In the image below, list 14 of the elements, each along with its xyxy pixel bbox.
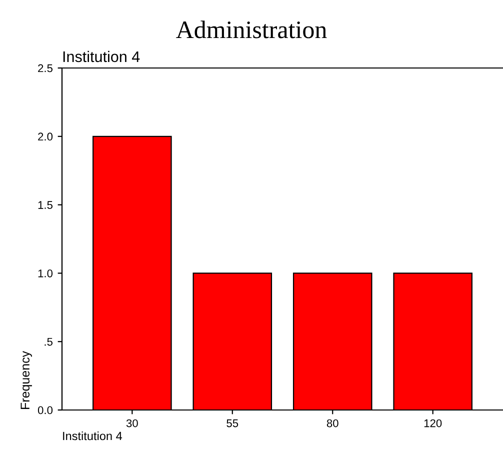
x-tick-label: 120 [424, 419, 442, 428]
y-tick-label: 0.0 [38, 406, 53, 414]
y-tick-label: .5 [44, 338, 53, 346]
chart-subtitle: Institution 4 [63, 50, 140, 62]
y-tick-label: 1.5 [38, 201, 53, 209]
x-tick-label: 55 [226, 419, 238, 428]
x-axis-title: Institution 4 [63, 431, 122, 440]
chart-title: Administration [176, 20, 327, 38]
y-tick-label: 2.0 [38, 132, 53, 141]
x-tick-label: 30 [126, 419, 138, 428]
y-axis-title: Frequency [20, 350, 32, 409]
y-tick-label: 1.0 [38, 269, 53, 278]
x-tick-label: 80 [326, 419, 338, 428]
y-tick-label: 2.5 [38, 64, 53, 72]
